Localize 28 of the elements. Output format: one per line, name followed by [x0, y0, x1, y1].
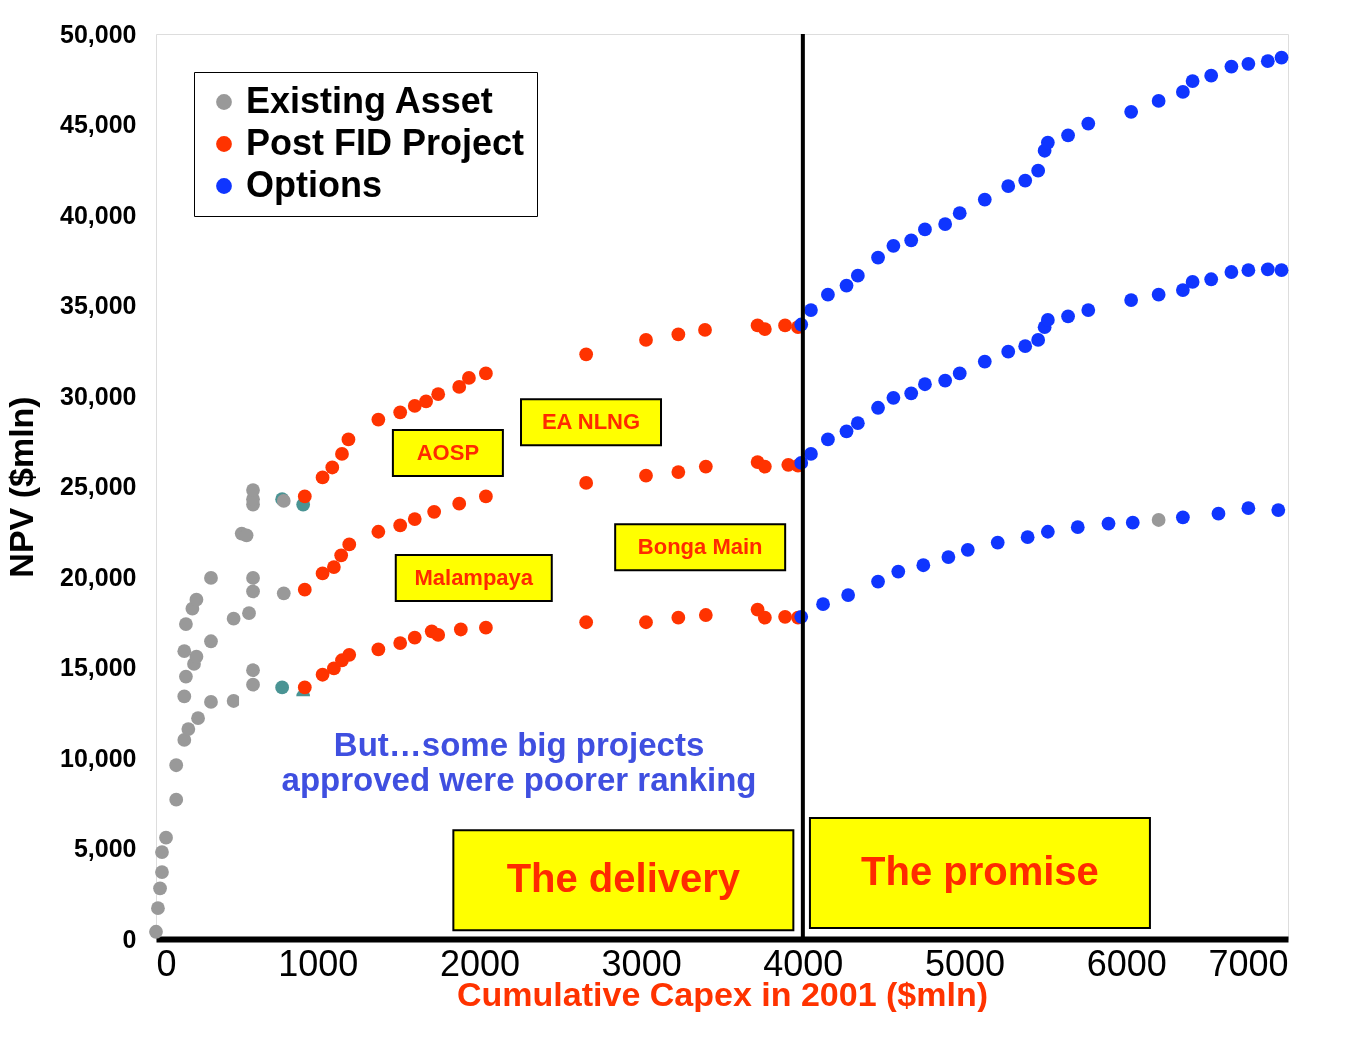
legend-label: Post FID Project — [246, 122, 525, 163]
y-tick-label: 25,000 — [60, 472, 137, 500]
x-tick-label: 2000 — [439, 942, 520, 984]
annotation: AOSP — [416, 440, 480, 466]
y-tick-label: 45,000 — [60, 110, 137, 138]
x-tick-label: 7000 — [1208, 942, 1289, 984]
annotation: Bonga Main — [637, 534, 763, 560]
y-tick-label: 15,000 — [60, 653, 137, 681]
y-axis-title: NPV ($mln) — [2, 396, 41, 578]
annotation: EA NLNG — [541, 409, 641, 435]
y-tick-label: 35,000 — [60, 291, 137, 319]
x-tick-label: 6000 — [1086, 942, 1167, 984]
y-tick-label: 20,000 — [60, 562, 137, 591]
y-tick-label: 30,000 — [60, 381, 137, 410]
annotation: But…some big projects approved were poorer ranking — [281, 726, 757, 799]
annotation: The delivery — [506, 856, 741, 901]
legend-label: Existing Asset — [246, 80, 493, 121]
annotation: Malampaya — [414, 564, 534, 590]
x-tick-label: 0 — [156, 942, 177, 984]
legend-label: Options — [246, 164, 382, 205]
x-tick-label: 3000 — [601, 942, 682, 984]
y-tick-label: 5,000 — [73, 834, 137, 862]
annotation: The promise — [861, 848, 1099, 893]
y-tick-label: 50,000 — [60, 19, 137, 48]
y-tick-label: 40,000 — [60, 200, 137, 229]
y-tick-label: 0 — [122, 924, 137, 953]
x-tick-label: 1000 — [278, 942, 359, 984]
y-tick-label: 10,000 — [60, 743, 137, 772]
